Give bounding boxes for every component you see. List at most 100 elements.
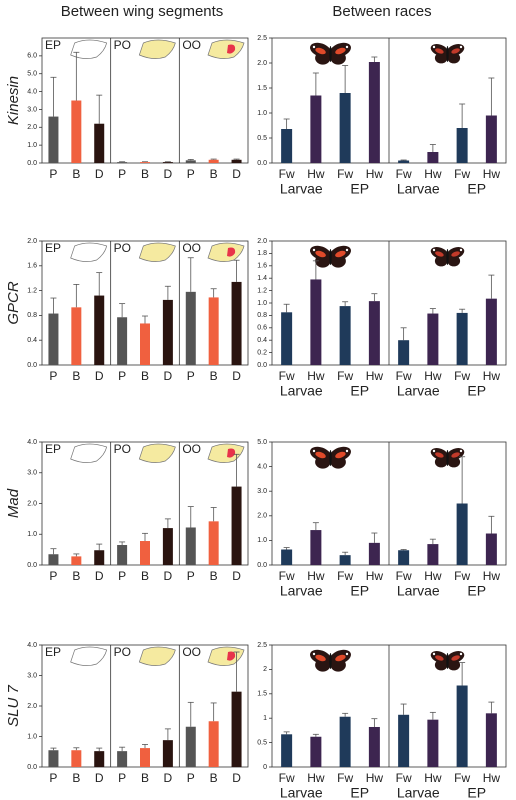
x-tick-label: D (164, 167, 173, 181)
y-tick-label: 3.0 (27, 470, 37, 477)
bar (94, 751, 105, 767)
x-tick-label: D (232, 771, 241, 785)
butterfly-band (435, 251, 444, 257)
y-tick-label: 1.6 (257, 263, 267, 270)
butterfly-body (446, 450, 449, 466)
butterfly-hindwing (447, 456, 461, 468)
bar (94, 295, 105, 365)
panel-label: PO (114, 241, 131, 255)
bar (48, 116, 59, 163)
stage-label: EP (467, 181, 486, 197)
butterfly-hindwing (330, 658, 346, 672)
x-tick-label: B (141, 569, 149, 583)
bar (485, 298, 497, 365)
gene-label: GPCR (5, 281, 22, 325)
butterfly-hindwing (315, 658, 331, 672)
stage-label: EP (350, 383, 369, 399)
butterfly-spot (459, 449, 463, 453)
bar (485, 533, 497, 565)
butterfly-band (315, 250, 326, 258)
butterfly-hindwing (330, 254, 346, 268)
x-tick-label: Hw (483, 167, 501, 181)
wing-icon (138, 242, 176, 262)
x-tick-label: Hw (483, 771, 501, 785)
y-tick-label: 2.0 (27, 124, 37, 131)
bar (398, 714, 410, 767)
bar (339, 93, 351, 163)
y-tick-label: 1.4 (257, 275, 267, 282)
bar (71, 556, 82, 565)
x-tick-label: Hw (424, 167, 442, 181)
butterfly-spot (432, 45, 436, 49)
bar (231, 691, 242, 767)
panel-label: OO (182, 645, 201, 659)
bar (281, 549, 293, 565)
x-tick-label: P (187, 569, 195, 583)
panel-label: PO (114, 645, 131, 659)
bar (162, 740, 173, 767)
x-tick-label: B (141, 771, 149, 785)
bar (185, 527, 196, 565)
butterfly-body (446, 653, 449, 669)
y-tick-label: 0.8 (257, 312, 267, 319)
x-tick-label: B (210, 167, 218, 181)
bar (398, 340, 410, 365)
y-tick-label: 1.0 (27, 531, 37, 538)
x-tick-label: P (49, 167, 57, 181)
x-tick-label: D (95, 167, 104, 181)
butterfly-spot (459, 45, 463, 49)
stage-label: Larvae (397, 785, 440, 800)
butterfly-spot (312, 45, 316, 49)
x-tick-label: B (72, 167, 80, 181)
panel-label: EP (45, 241, 61, 255)
y-tick-label: 0.8 (27, 312, 37, 319)
bar (456, 128, 468, 163)
x-tick-label: P (49, 569, 57, 583)
panel-label: EP (45, 645, 61, 659)
bar (398, 550, 410, 565)
x-tick-label: D (164, 569, 173, 583)
butterfly-body (329, 450, 332, 466)
x-tick-label: P (118, 771, 126, 785)
bar (281, 129, 293, 163)
x-tick-label: Hw (424, 369, 442, 383)
butterfly-band (435, 452, 444, 458)
y-tick-label: 2.0 (27, 238, 37, 245)
bar (427, 719, 439, 767)
bar (368, 301, 380, 365)
x-tick-label: P (118, 167, 126, 181)
bar (140, 162, 150, 163)
butterfly-hindwing (447, 52, 461, 64)
butterfly-band (335, 250, 346, 258)
butterfly-hindwing (315, 254, 331, 268)
x-tick-label: Fw (454, 369, 470, 383)
x-tick-label: Fw (454, 167, 470, 181)
wing-icon (207, 646, 245, 666)
bar (339, 306, 351, 365)
butterfly-spot (345, 449, 349, 453)
x-tick-label: Hw (366, 569, 384, 583)
bar (310, 530, 322, 565)
panel-label: PO (114, 442, 131, 456)
stage-label: Larvae (397, 383, 440, 399)
x-tick-label: Hw (307, 771, 325, 785)
bar (427, 544, 439, 565)
bar (48, 313, 59, 365)
x-tick-label: Hw (424, 569, 442, 583)
butterfly-band (435, 655, 444, 661)
stage-label: EP (350, 785, 369, 800)
bar (456, 503, 468, 565)
bar (368, 62, 380, 163)
x-tick-label: P (187, 369, 195, 383)
y-tick-label: 5.0 (257, 439, 267, 446)
x-tick-label: Hw (307, 167, 325, 181)
stage-label: Larvae (397, 583, 440, 599)
x-tick-label: Fw (337, 569, 353, 583)
y-tick-label: 3.0 (27, 106, 37, 113)
y-tick-label: 5.0 (27, 71, 37, 78)
stage-label: EP (350, 181, 369, 197)
x-tick-label: Fw (396, 771, 412, 785)
wing-icon (207, 443, 245, 463)
x-tick-label: B (141, 369, 149, 383)
panel-label: OO (182, 38, 201, 52)
